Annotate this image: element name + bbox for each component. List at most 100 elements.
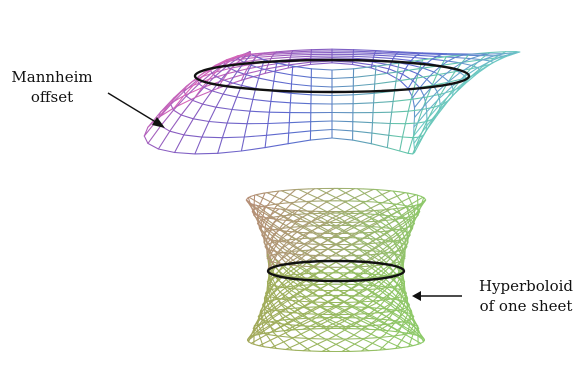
hyperboloid-circle-line [286, 201, 299, 204]
mannheim-mesh-line [236, 96, 254, 100]
hyperboloid-ruling-line [304, 274, 330, 291]
mannheim-mesh-line [482, 55, 495, 61]
mannheim-mesh-line [236, 54, 245, 59]
mannheim-mesh-line [229, 71, 238, 83]
hyperboloid-circle-line [285, 252, 295, 255]
hyperboloid-circle-line [265, 227, 274, 230]
mannheim-mesh-line [174, 134, 185, 154]
hyperboloid-ruling-line [360, 234, 385, 249]
mannheim-mesh-line [505, 51, 521, 57]
mannheim-mesh-line [413, 134, 425, 154]
mannheim-mesh-line [229, 81, 243, 86]
mannheim-mesh-line [246, 63, 251, 70]
hyperboloid-circle-line [260, 216, 269, 219]
hyperboloid-ruling-line [271, 316, 288, 336]
hyperboloid-circle-line [367, 284, 378, 287]
mannheim-mesh-line [287, 132, 290, 145]
hyperboloid-circle-line [301, 225, 314, 227]
hyperboloid-circle-line [376, 189, 390, 192]
hyperboloid-arrow [412, 291, 462, 301]
hyperboloid-circle-line [250, 194, 257, 197]
mannheim-mesh-line [431, 81, 449, 86]
hyperboloid-circle-line [291, 225, 303, 228]
mannheim-mesh-line [270, 56, 291, 60]
hyperboloid-circle-line [272, 296, 280, 300]
hyperboloid-circle-line [361, 200, 375, 203]
hyperboloid-ruling-line [271, 235, 283, 254]
hyperboloid-circle-line [396, 272, 402, 275]
hyperboloid-circle-line [370, 324, 383, 327]
hyperboloid-circle-line [422, 337, 426, 341]
mannheim-mesh-line [404, 122, 419, 125]
hyperboloid-circle-line [371, 231, 383, 233]
mannheim-mesh-line [352, 50, 376, 53]
hyperboloid-circle-line [398, 346, 409, 349]
hyperboloid-circle-line [404, 311, 411, 315]
mannheim-mesh-line [255, 77, 260, 89]
hyperboloid-circle-line [264, 237, 271, 240]
hyperboloid-circle-line [285, 285, 296, 288]
hyperboloid-circle-line [253, 324, 258, 328]
mannheim-mesh-line [310, 94, 333, 97]
mannheim-mesh-line [290, 92, 312, 96]
mannheim-mesh-line [352, 53, 375, 56]
hyperboloid-circle-line [405, 218, 412, 221]
hyperboloid-circle-line [268, 241, 274, 245]
mannheim-mesh-line [460, 58, 472, 64]
hyperboloid-circle-line [304, 289, 316, 291]
hyperboloid-circle-line [376, 208, 390, 211]
hyperboloid-ruling-line [366, 277, 386, 291]
mannheim-mesh-line [252, 58, 272, 62]
mannheim-mesh-line [410, 96, 428, 100]
hyperboloid-circle-line [294, 284, 305, 287]
hyperboloid-ruling-line [260, 295, 267, 314]
hyperboloid-circle-line [248, 341, 253, 345]
mannheim-mesh-line [289, 57, 312, 61]
mannheim-mesh-line [413, 142, 416, 150]
mannheim-mesh-line [258, 53, 275, 56]
mannheim-mesh-line [290, 74, 293, 85]
hyperboloid-circle-line [368, 295, 380, 298]
hyperboloid-circle-line [381, 229, 393, 233]
hyperboloid-circle-line [272, 207, 284, 210]
mannheim-mesh-line [407, 137, 414, 154]
mannheim-mesh-line [373, 92, 375, 104]
mannheim-mesh-line [252, 56, 257, 62]
mannheim-mesh-line [423, 118, 434, 136]
hyperboloid-circle-line [271, 215, 282, 218]
hyperboloid-circle-line [276, 202, 288, 205]
mannheim-mesh-line [371, 122, 374, 134]
hyperboloid-circle-line [366, 288, 377, 291]
mannheim-mesh-line [413, 54, 418, 59]
hyperboloid-circle-line [304, 249, 316, 251]
mannheim-mesh-line [373, 54, 396, 57]
hyperboloid-circle-line [373, 318, 386, 321]
mannheim-mesh-line [371, 112, 374, 124]
mannheim-mesh-line [208, 71, 217, 80]
mannheim-mesh-line [410, 56, 415, 62]
mannheim-mesh-line [169, 130, 185, 136]
hyperboloid-circle-line [400, 307, 407, 310]
mannheim-mesh-line [374, 52, 397, 55]
hyperboloid-ruling-line [379, 278, 396, 292]
mannheim-mesh-line [386, 72, 401, 81]
mannheim-mesh-line [273, 71, 276, 82]
hyperboloid-circle-line [401, 230, 408, 233]
hyperboloid-waist-circle [266, 259, 406, 283]
hyperboloid-ruling-line [357, 291, 382, 306]
mannheim-mesh-line [170, 103, 175, 111]
hyperboloid-circle-line [356, 272, 368, 275]
hyperboloid-circle-line [274, 285, 282, 288]
hyperboloid-circle-line [286, 318, 299, 321]
mannheim-mesh-line [392, 90, 396, 102]
mannheim-mesh-line [288, 130, 312, 134]
hyperboloid-circle-line [420, 195, 426, 199]
hyperboloid-circle-line [261, 311, 268, 315]
hyperboloid-circle-line [251, 334, 258, 337]
hyperboloid-ruling-line [266, 282, 273, 295]
mannheim-mesh-line [287, 139, 311, 145]
hyperboloid-circle-line [379, 241, 389, 244]
mannheim-mesh-line [454, 56, 472, 60]
mannheim-mesh-line [310, 128, 333, 132]
hyperboloid-circle-line [303, 284, 315, 286]
